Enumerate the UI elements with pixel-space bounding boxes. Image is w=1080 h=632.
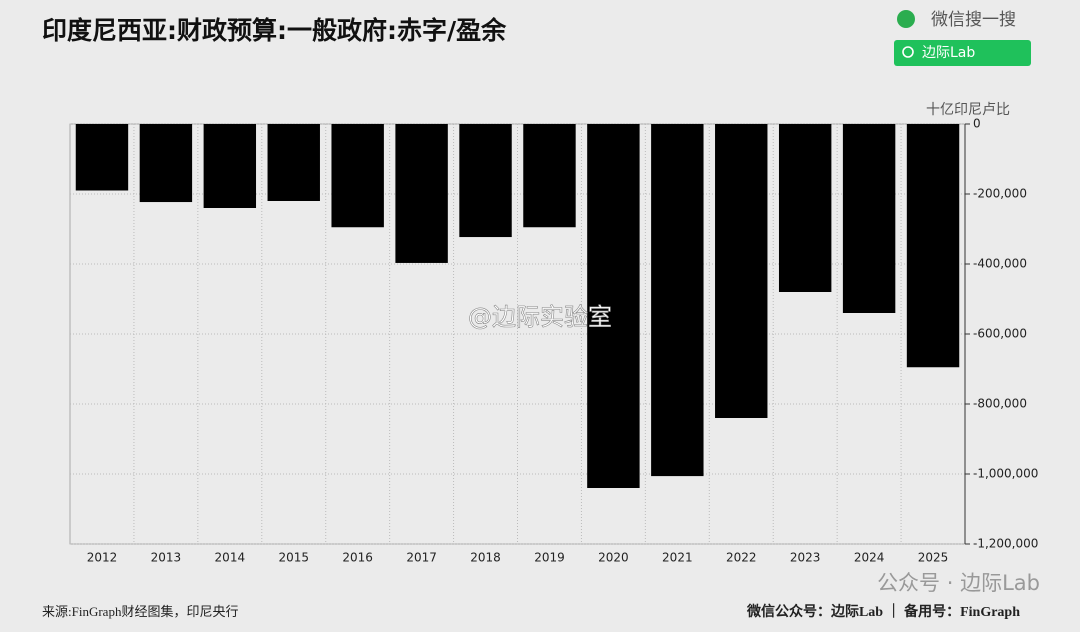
bar	[778, 124, 832, 292]
bar	[267, 124, 320, 201]
y-tick-label: -400,000	[973, 257, 1027, 271]
watermark: @边际实验室	[468, 303, 612, 331]
y-tick-label: 0	[973, 117, 981, 131]
x-tick-label: 2018	[470, 551, 501, 565]
chart-title: 印度尼西亚:财政预算:一般政府:赤字/盈余	[42, 16, 507, 45]
y-tick-label: -600,000	[973, 327, 1027, 341]
search-glass	[902, 46, 914, 58]
bar	[459, 124, 512, 238]
source: 来源:FinGraph财经图集，印尼央行	[42, 604, 238, 619]
search-icon	[897, 10, 915, 28]
x-tick-label: 2012	[87, 551, 118, 565]
bar	[523, 124, 576, 228]
bar	[75, 124, 129, 191]
y-tick-label: -800,000	[973, 397, 1027, 411]
x-tick-label: 2016	[342, 551, 373, 565]
x-tick-label: 2015	[278, 551, 309, 565]
y-tick-label: -200,000	[973, 187, 1027, 201]
bar	[651, 124, 704, 477]
bar	[395, 124, 448, 263]
x-tick-label: 2023	[790, 551, 821, 565]
y-tick-label: -1,000,000	[973, 467, 1038, 481]
bar	[203, 124, 257, 208]
button-label[interactable]: 边际Lab	[922, 45, 975, 61]
x-tick-label: 2022	[726, 551, 757, 565]
x-tick-label: 2025	[918, 551, 949, 565]
x-tick-label: 2017	[406, 551, 437, 565]
x-tick-label: 2014	[215, 551, 246, 565]
x-tick-label: 2019	[534, 551, 565, 565]
bar	[842, 124, 896, 313]
y-axis-label: 十亿印尼卢比	[926, 102, 1010, 118]
x-tick-label: 2013	[151, 551, 182, 565]
credit: 微信公众号：边际Lab ｜ 备用号：FinGraph	[746, 603, 1020, 620]
x-tick-label: 2020	[598, 551, 629, 565]
search-button[interactable]	[894, 40, 1031, 66]
bar	[587, 124, 640, 488]
bar	[139, 124, 193, 203]
search-label: 微信搜一搜	[931, 10, 1016, 30]
x-tick-label: 2021	[662, 551, 693, 565]
bar	[906, 124, 960, 368]
bar	[331, 124, 384, 228]
badge: 公众号 · 边际Lab	[877, 571, 1040, 595]
y-tick-label: -1,200,000	[973, 537, 1038, 551]
plot: 0 -200,000 -400,000 -600,000 -800,000 -1,000,…	[69, 117, 1038, 565]
x-tick-label: 2024	[854, 551, 885, 565]
bar	[715, 124, 768, 418]
